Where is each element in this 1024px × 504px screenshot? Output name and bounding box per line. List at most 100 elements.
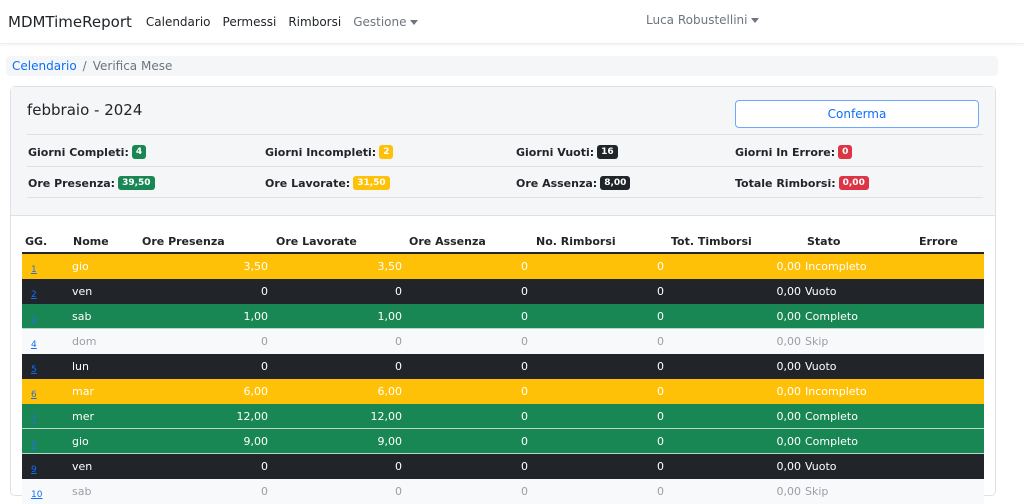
tot-rimborsi-cell: 0,00 [776,285,802,298]
day-name: mer [72,410,95,423]
status-badge: 0,00 [838,176,869,190]
ore-presenza-cell: 3,50 [243,260,269,273]
status-badge: 8,00 [600,176,631,190]
day-link: 9 [31,462,37,475]
tot-rimborsi-cell: 0,00 [776,335,802,348]
no-rimborsi-cell: 0 [657,285,664,298]
chevron-down-icon [409,19,418,25]
no-rimborsi-cell: 0 [657,360,664,373]
ore-lavorate-cell: 1,00 [377,310,403,323]
stat-ore-lavorate: Ore Lavorate: 31,50 [265,176,390,190]
ore-presenza-cell: 12,00 [236,410,269,423]
tot-rimborsi-cell: 0,00 [776,260,802,273]
status-badge: 16 [597,145,618,159]
day-name: dom [72,335,97,348]
ore-assenza-cell: 0 [521,360,528,373]
month-summary-header: febbraio - 2024 Conferma Giorni Completi… [11,87,995,216]
day-link: 7 [31,412,37,425]
stato-cell: Vuoto [805,285,837,298]
stat-giorni-vuoti: Giorni Vuoti: 16 [516,145,618,159]
stat-totale-rimborsi: Totale Rimborsi: 0,00 [735,176,869,190]
day-number-link[interactable]: 6 [31,390,37,400]
ore-presenza-cell: 1,00 [243,310,269,323]
status-badge: 2 [379,145,394,159]
nav-permessi[interactable]: Permessi [222,14,277,29]
table-row: 7 mer 12,00 12,00 0 0 0,00 Completo [22,404,984,429]
user-name: Luca Robustellini [646,13,748,27]
stat-label: Ore Lavorate: [265,176,351,190]
day-name: sab [72,485,92,498]
month-card: febbraio - 2024 Conferma Giorni Completi… [10,86,996,504]
stat-label: Giorni In Errore: [735,145,836,159]
day-number-link[interactable]: 8 [31,440,37,450]
stato-cell: Skip [805,485,829,498]
stat-giorni-errore: Giorni In Errore: 0 [735,145,853,159]
ore-lavorate-cell: 0 [395,485,402,498]
stat-label: Giorni Vuoti: [516,145,595,159]
column-header-no-rimborsi: No. Rimborsi [536,235,616,248]
ore-assenza-cell: 0 [521,335,528,348]
table-row: 2 ven 0 0 0 0 0,00 Vuoto [22,279,984,304]
user-menu-dropdown[interactable]: Luca Robustellini [646,13,759,27]
tot-rimborsi-cell: 0,00 [776,410,802,423]
table-row: 9 ven 0 0 0 0 0,00 Vuoto [22,454,984,479]
confirm-button[interactable]: Conferma [735,100,979,128]
ore-assenza-cell: 0 [521,460,528,473]
no-rimborsi-cell: 0 [657,460,664,473]
table-row: 4 dom 0 0 0 0 0,00 Skip [22,329,984,354]
breadcrumb-home-link[interactable]: Celendario [12,59,77,73]
nav-gestione-dropdown[interactable]: Gestione [353,15,418,29]
day-number-link[interactable]: 10 [31,490,43,500]
tot-rimborsi-cell: 0,00 [776,385,802,398]
breadcrumb-separator: / [82,59,87,73]
day-number-link[interactable]: 1 [31,265,37,275]
day-name: lun [72,360,89,373]
stat-giorni-incompleti: Giorni Incompleti: 2 [265,145,394,159]
table-row: 10 sab 0 0 0 0 0,00 Skip [22,479,984,504]
stat-ore-presenza: Ore Presenza: 39,50 [28,176,155,190]
stat-giorni-completi: Giorni Completi: 4 [28,145,147,159]
tot-rimborsi-cell: 0,00 [776,310,802,323]
tot-rimborsi-cell: 0,00 [776,435,802,448]
column-header-nome: Nome [73,235,109,248]
day-number-link[interactable]: 4 [31,340,37,350]
no-rimborsi-cell: 0 [657,260,664,273]
day-number-link[interactable]: 5 [31,365,37,375]
stato-cell: Vuoto [805,460,837,473]
stato-cell: Incompleto [805,260,867,273]
day-link: 6 [31,387,37,400]
day-number-link[interactable]: 2 [31,290,37,300]
ore-presenza-cell: 9,00 [243,435,269,448]
day-number-link[interactable]: 7 [31,415,37,425]
stato-cell: Completo [805,410,858,423]
ore-assenza-cell: 0 [521,485,528,498]
no-rimborsi-cell: 0 [657,310,664,323]
column-header-ore-lavorate: Ore Lavorate [276,235,357,248]
column-header-tot-timborsi: Tot. Timborsi [671,235,752,248]
ore-lavorate-cell: 0 [395,285,402,298]
app-brand[interactable]: MDMTimeReport [8,12,132,31]
nav-calendario[interactable]: Calendario [145,14,211,29]
breadcrumb: Celendario / Verifica Mese [6,56,998,76]
ore-lavorate-cell: 12,00 [370,410,403,423]
ore-presenza-cell: 0 [261,460,268,473]
no-rimborsi-cell: 0 [657,485,664,498]
table-row: 1 gio 3,50 3,50 0 0 0,00 Incompleto [22,254,984,279]
day-number-link[interactable]: 3 [31,315,37,325]
ore-presenza-cell: 0 [261,485,268,498]
table-row: 5 lun 0 0 0 0 0,00 Vuoto [22,354,984,379]
day-name: gio [72,435,89,448]
ore-assenza-cell: 0 [521,285,528,298]
day-number-link[interactable]: 9 [31,465,37,475]
stato-cell: Skip [805,335,829,348]
status-badge: 4 [131,145,147,159]
day-name: gio [72,260,89,273]
ore-lavorate-cell: 0 [395,460,402,473]
divider [27,166,983,167]
status-badge: 0 [838,145,853,159]
nav-rimborsi[interactable]: Rimborsi [288,14,342,29]
ore-lavorate-cell: 3,50 [377,260,403,273]
divider [27,134,983,135]
ore-presenza-cell: 0 [261,285,268,298]
table-row: 3 sab 1,00 1,00 0 0 0,00 Completo [22,304,984,329]
